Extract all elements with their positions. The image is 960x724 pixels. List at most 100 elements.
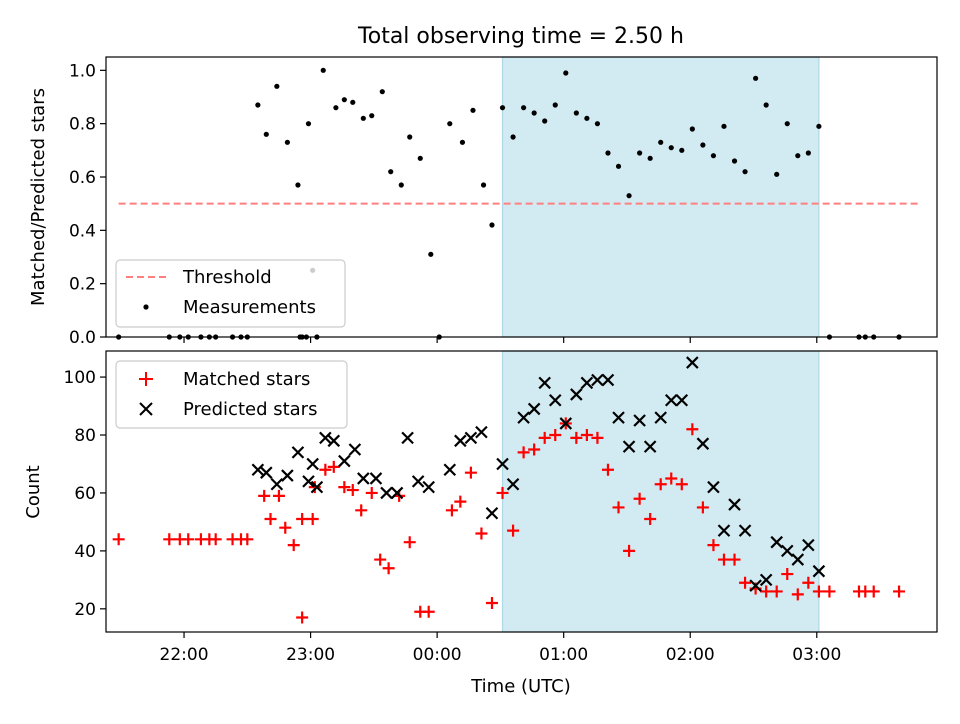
measurement-point (689, 126, 695, 132)
top-legend: Threshold Measurements (115, 259, 346, 328)
measurement-point (333, 105, 339, 111)
measurement-point (255, 102, 261, 108)
predicted-star-point (380, 486, 393, 500)
predicted-star-point (728, 498, 741, 511)
measurement-point (489, 222, 495, 228)
matched-star-point (538, 431, 551, 444)
measurement-point (668, 145, 674, 151)
predicted-star-point (759, 573, 773, 587)
matched-star-point (644, 513, 657, 526)
measurement-point (388, 169, 394, 175)
matched-star-point (893, 585, 906, 598)
matched-star-point (760, 585, 773, 598)
matched-star-point (549, 429, 562, 442)
predicted-star-point (390, 486, 404, 500)
matched-star-point (382, 562, 395, 575)
legend-predicted-label: Predicted stars (183, 399, 317, 420)
bottom-axes-frame (105, 350, 938, 633)
x-tick-label: 01:00 (539, 645, 588, 665)
predicted-star-point (791, 553, 805, 566)
predicted-stars-points (251, 356, 826, 592)
measurement-point (398, 182, 404, 188)
matched-star-point (454, 495, 467, 508)
matched-star-point (496, 486, 509, 499)
predicted-star-point (260, 466, 273, 479)
legend-matched-label: Matched stars (183, 369, 310, 390)
predicted-star-point (538, 376, 551, 390)
bottom-shaded-interval (501, 350, 820, 633)
matched-star-point (717, 553, 730, 566)
predicted-star-point (780, 544, 794, 558)
predicted-star-point (422, 480, 435, 494)
predicted-star-point (707, 480, 720, 494)
matched-star-point (403, 536, 416, 549)
matched-star-point (623, 544, 636, 557)
predicted-star-point (517, 411, 530, 424)
measurement-point (274, 83, 280, 89)
matched-star-point (612, 501, 625, 514)
predicted-star-point (717, 524, 731, 537)
measurement-point (284, 139, 290, 145)
top-y-tick-label: 0.0 (69, 328, 96, 348)
predicted-star-point (319, 431, 332, 445)
bottom-y-axis-label: Count (23, 465, 44, 518)
measurement-point (805, 150, 811, 156)
matched-star-point (728, 553, 741, 566)
measurement-point (763, 102, 769, 108)
top-legend-box (115, 259, 346, 328)
measurement-point (658, 139, 664, 145)
matched-star-point (327, 460, 340, 473)
bottom-y-tick-label: 40 (74, 542, 96, 562)
matched-star-point (570, 431, 583, 444)
top-axes-frame (105, 56, 938, 338)
bottom-legend-box (115, 360, 348, 429)
top-y-tick-label: 0.4 (69, 221, 96, 241)
matched-star-point (287, 539, 300, 552)
matched-star-point (306, 513, 319, 526)
matched-star-point (209, 533, 222, 546)
matched-star-point (770, 585, 783, 598)
predicted-star-point (496, 457, 509, 471)
matched-star-point (279, 521, 292, 534)
predicted-star-point (570, 388, 583, 401)
bottom-y-tick-label: 60 (74, 484, 96, 504)
measurement-point (552, 102, 558, 108)
measurement-point (584, 115, 590, 121)
measurement-point (407, 134, 413, 140)
measurement-point (647, 155, 653, 161)
measurement-point (615, 163, 622, 169)
matched-star-point (296, 611, 309, 624)
predicted-star-point (580, 376, 594, 390)
measurement-point (731, 158, 738, 164)
matched-star-point (365, 486, 378, 499)
legend-measurement-label: Measurements (183, 297, 316, 318)
matched-star-point (485, 597, 498, 610)
top-panel: 0.0 0.2 0.4 0.6 0.8 1.0 Matched/Predicted sta… (28, 56, 938, 348)
predicted-star-point (802, 538, 815, 552)
measurement-point (816, 123, 822, 129)
measurement-point (605, 150, 611, 156)
measurement-point (320, 67, 326, 73)
predicted-star-point (612, 411, 625, 424)
top-y-tick-label: 0.8 (69, 115, 96, 135)
matched-star-point (580, 429, 593, 442)
predicted-star-point (738, 524, 752, 537)
measurement-point (379, 89, 385, 95)
predicted-star-point (686, 356, 699, 369)
measurement-point (710, 153, 717, 159)
predicted-star-point (527, 402, 541, 416)
bottom-panel: 20 40 60 80 100 22:00 23:00 00:00 01:00 02:00 03:0… (23, 350, 938, 697)
predicted-star-point (251, 463, 265, 477)
matched-star-point (182, 533, 195, 546)
matched-star-point (633, 492, 646, 505)
matched-stars-points (112, 417, 906, 624)
predicted-star-point (485, 506, 499, 520)
measurement-point (459, 139, 466, 145)
bottom-legend: Matched stars Predicted stars (115, 360, 348, 429)
measurement-point (753, 75, 759, 81)
matched-star-point (319, 463, 332, 476)
measurement-point (510, 134, 516, 140)
top-y-axis-label: Matched/Predicted stars (28, 88, 49, 306)
matched-star-point (812, 585, 825, 598)
measurement-point (542, 118, 548, 124)
